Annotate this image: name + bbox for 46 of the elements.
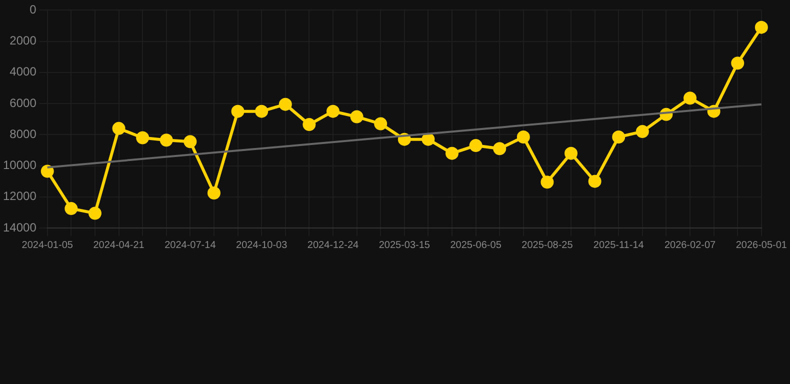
point [302, 118, 316, 132]
point [540, 176, 554, 189]
point [255, 104, 268, 118]
point [754, 20, 768, 34]
point [184, 135, 197, 148]
x-tick-label: 2024-10-03 [236, 240, 288, 251]
y-tick-label: 6000 [10, 96, 37, 110]
y-tick-label: 2000 [10, 34, 37, 48]
point [136, 131, 150, 144]
y-tick-label: 4000 [10, 64, 37, 79]
y-tick-label: 8000 [10, 126, 37, 141]
point [446, 146, 458, 160]
x-tick-label: 2026-05-01 [736, 240, 788, 251]
point [207, 186, 220, 200]
x-tick-label: 2025-11-14 [593, 240, 644, 251]
point [493, 142, 506, 156]
x-tick-label: 2024-07-14 [164, 240, 216, 251]
point [469, 139, 482, 152]
x-tick-label: 2024-12-24 [307, 240, 360, 251]
y-tick-label: 12000 [2, 189, 37, 204]
point [588, 174, 602, 188]
point [684, 92, 697, 105]
point [374, 117, 388, 130]
point [88, 206, 102, 220]
y-tick-label: 10000 [2, 158, 37, 172]
x-tick-label: 2025-06-05 [450, 240, 502, 251]
point [64, 202, 78, 216]
y-tick-label: 0 [30, 2, 37, 17]
x-tick-label: 2025-08-25 [522, 240, 574, 251]
point [731, 56, 744, 70]
point [564, 146, 578, 160]
point [636, 125, 649, 138]
point [350, 110, 364, 124]
point [326, 104, 340, 118]
point [422, 132, 435, 146]
x-tick-label: 2024-04-21 [93, 240, 145, 251]
y-tick-label: 14000 [2, 220, 37, 234]
x-tick-label: 2024-01-05 [22, 240, 74, 251]
x-tick-label: 2025-03-15 [378, 240, 430, 251]
point [112, 122, 126, 135]
point [516, 130, 530, 144]
point [160, 134, 173, 147]
x-tick-label: 2026-02-07 [664, 240, 716, 251]
point [231, 104, 244, 118]
point [612, 130, 626, 144]
point [278, 98, 292, 111]
